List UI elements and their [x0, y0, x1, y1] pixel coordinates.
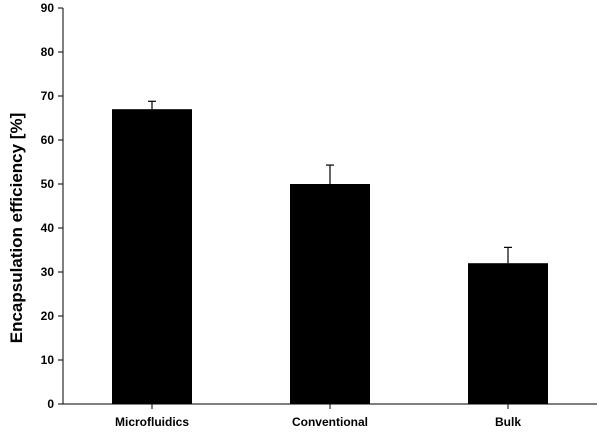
y-tick-label: 0	[47, 397, 54, 411]
y-tick-label: 70	[41, 89, 55, 103]
x-category-label: Microfluidics	[115, 415, 189, 429]
x-category-label: Bulk	[495, 415, 521, 429]
y-axis-ticks: 0 10 20 30 40 50 60 70 80 90	[41, 1, 63, 411]
bar-microfluidics	[112, 109, 192, 404]
error-bars	[148, 100, 512, 264]
bars	[112, 109, 548, 404]
y-tick-label: 40	[41, 221, 55, 235]
bar-conventional	[290, 184, 370, 404]
y-tick-label: 30	[41, 265, 55, 279]
bar-bulk	[468, 263, 548, 404]
y-tick-label: 50	[41, 177, 55, 191]
x-category-label: Conventional	[292, 415, 368, 429]
y-axis-title: Encapsulation efficiency [%]	[7, 113, 26, 344]
y-tick-label: 60	[41, 133, 55, 147]
x-axis-categories: Microfluidics Conventional Bulk	[115, 404, 521, 429]
y-tick-label: 10	[41, 353, 55, 367]
y-tick-label: 90	[41, 1, 55, 15]
y-tick-label: 80	[41, 45, 55, 59]
y-tick-label: 20	[41, 309, 55, 323]
